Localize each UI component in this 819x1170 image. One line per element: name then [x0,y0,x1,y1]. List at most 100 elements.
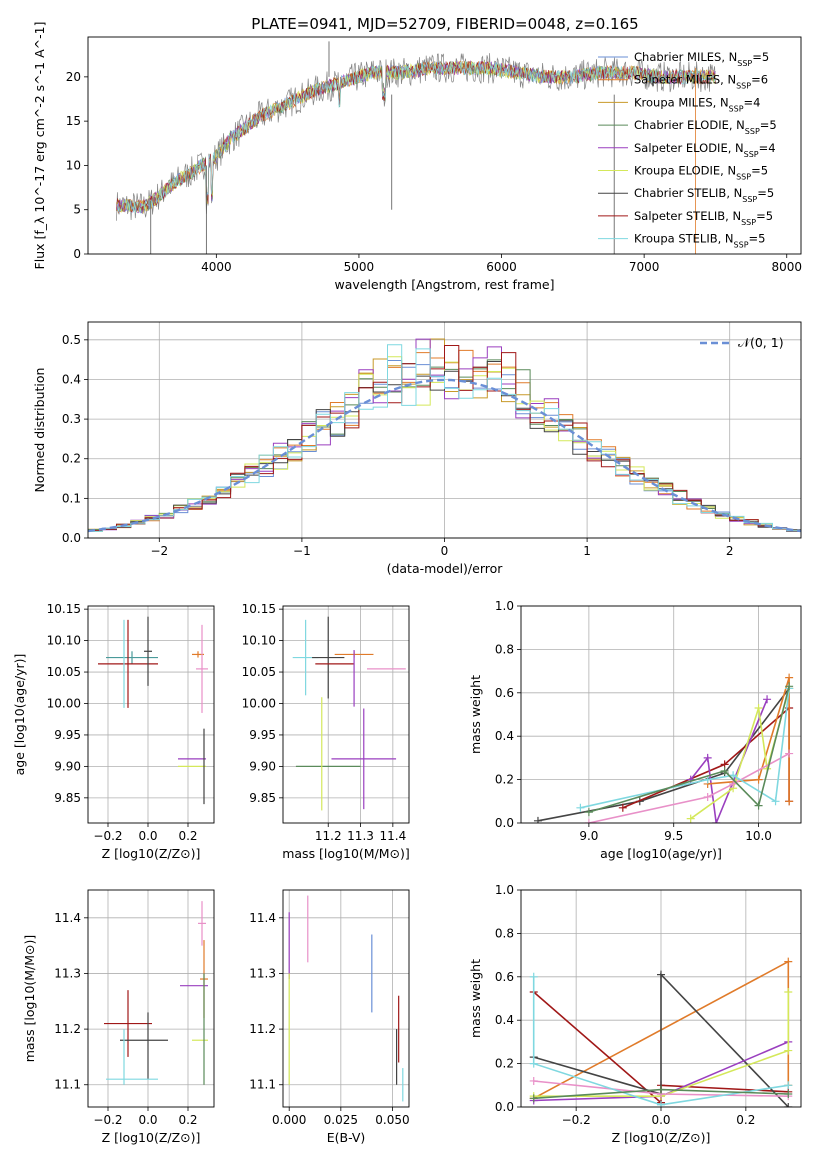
weight-vs-z-marker-7-2 [784,1089,793,1098]
legend-count: =5 [757,186,774,200]
weight-vs-age-marker-5-3 [785,749,794,758]
legend-subscript: SSP [745,127,760,136]
age-vs-mass-plot-area [292,616,406,811]
age-vs-z-ylabel: age [log10(age/yr)] [12,654,27,776]
weight-vs-age-marker-7-0 [584,808,593,817]
residuals-axes-frame [87,321,802,539]
mass-vs-ebv-xtick-label: 0.000 [272,1113,306,1127]
mass-vs-ebv-ytick-label: 11.2 [249,1022,276,1036]
legend-subscript: SSP [741,217,756,226]
legend-subscript: SSP [742,195,757,204]
weight-vs-z-ytick-label: 0.2 [495,1057,514,1071]
legend-count: =6 [751,73,768,87]
spectrum-axes-frame [87,36,802,255]
age-vs-z-ytick-label: 9.85 [54,791,81,805]
page-title: PLATE=0941, MJD=52709, FIBERID=0048, z=0… [251,15,638,33]
age-vs-mass-ytick-label: 9.95 [249,728,276,742]
weight-vs-age-marker-6-0 [576,803,585,812]
weight-vs-age-marker-2-2 [712,819,721,823]
mass-vs-ebv-xlabel: E(B-V) [327,1130,366,1145]
legend-count: =4 [759,141,776,155]
age-vs-z-panel: −0.2 0.0 0.2 9.85 9.90 9.95 10.00 10.05 10.10 10.… [12,602,215,861]
weight-vs-age-series-7 [588,686,790,813]
weight-vs-z-xtick-label: −0.2 [562,1113,591,1127]
residuals-ytick-label: 0.3 [62,412,81,426]
mass-vs-ebv-panel: 0.000 0.025 0.050 11.1 11.2 11.3 11.4 E(B-V) [249,889,410,1145]
age-vs-mass-axes-frame [282,605,410,824]
weight-vs-z-series-4 [533,992,790,1097]
legend-count: =5 [751,164,768,178]
legend-count: =4 [744,95,761,109]
weight-vs-z-marker-6-2 [657,1100,665,1107]
weight-vs-age-xtick-label: 9.0 [579,829,598,843]
residuals-xtick-label: −1 [293,544,311,558]
residuals-xtick-label: 1 [583,544,591,558]
residuals-ytick-label: 0.1 [62,491,81,505]
weight-vs-age-marker-4-0 [686,814,695,823]
weight-vs-age-marker-2-3 [763,695,772,704]
weight-vs-z-ytick-label: 0.8 [495,926,514,940]
age-vs-z-axes-frame [87,605,215,824]
mass-vs-ebv-axes-frame [282,889,410,1108]
legend-label-0: Chabrier MILES, NSSP=5 [634,50,769,68]
mass-vs-ebv-xtick-label: 0.025 [324,1113,358,1127]
weight-vs-z-axes-frame [520,889,802,1108]
age-vs-mass-ytick-label: 10.10 [242,634,276,648]
legend-label-5: Kroupa ELODIE, NSSP=5 [634,164,768,182]
weight-vs-z-ytick-label: 0.6 [495,970,514,984]
residuals-ytick-label: 0.2 [62,452,81,466]
spectrum-ylabel: Flux [f_λ 10^-17 erg cm^-2 s^-1 A^-1] [32,22,47,270]
age-vs-z-ytick-label: 9.90 [54,759,81,773]
weight-vs-age-series-6 [580,688,790,809]
weight-vs-age-marker-1-0 [618,803,627,812]
age-vs-z-plot-area [98,616,208,805]
weight-vs-z-marker-6-0 [529,972,538,981]
age-vs-mass-xtick-label: 11.3 [347,829,374,843]
mass-vs-z-ytick-label: 11.2 [54,1022,81,1036]
legend-label-2: Kroupa MILES, NSSP=4 [634,95,760,113]
age-vs-mass-xlabel: mass [log10(M/M⊙)] [282,846,410,861]
weight-vs-age-ytick-label: 0.4 [495,729,514,743]
weight-vs-age-marker-5-0 [584,819,593,823]
legend-label-4: Salpeter ELODIE, NSSP=4 [634,141,776,159]
residuals-panel: −2 −1 0 1 2 0.0 0.1 0.2 0.3 0.4 0.5 (data-model)/er… [32,321,802,576]
weight-vs-age-marker-4-2 [754,703,763,712]
weight-vs-age-xtick-label: 10.0 [745,829,772,843]
weight-vs-z-marker-6-3 [784,1081,793,1090]
gaussian-legend-label: 𝒩(0, 1) [738,335,784,350]
weight-vs-z-marker-7-1 [657,1085,665,1094]
weight-vs-age-marker-3-3 [785,797,794,806]
legend-label-1: Salpeter MILES, NSSP=6 [634,73,768,91]
legend-subscript: SSP [737,59,752,68]
mass-vs-ebv-ytick-label: 11.4 [249,911,276,925]
mass-vs-z-xtick-label: 0.0 [138,1113,157,1127]
weight-vs-z-series-2 [533,972,789,1107]
weight-vs-z-marker-5-0 [529,1076,538,1085]
age-vs-z-ytick-label: 9.95 [54,728,81,742]
spectrum-series-5 [116,60,716,213]
mass-vs-z-xlabel: Z [log10(Z/Z⊙)] [102,1130,201,1145]
weight-vs-z-marker-4-2 [784,1046,793,1055]
age-vs-z-ytick-label: 10.05 [47,665,81,679]
weight-vs-z-xlabel: Z [log10(Z/Z⊙)] [612,1130,711,1145]
age-vs-mass-ytick-label: 9.85 [249,791,276,805]
mass-vs-z-ytick-label: 11.3 [54,966,81,980]
mass-vs-z-ylabel: mass [log10(M/M⊙)] [22,935,37,1063]
weight-vs-z-marker-0-1 [784,957,793,966]
weight-vs-z-series-6 [532,976,789,1106]
spectrum-xtick-label: 8000 [771,260,802,274]
weight-vs-age-marker-7-2 [754,801,763,810]
weight-vs-z-marker-2-2 [657,970,665,979]
weight-vs-age-series-0 [537,688,790,822]
legend-subscript: SSP [729,104,744,113]
weight-vs-z-xtick-label: 0.2 [736,1113,755,1127]
age-vs-z-xtick-label: 0.2 [178,829,197,843]
weight-vs-age-marker-7-1 [720,766,729,775]
legend-label-6: Chabrier STELIB, NSSP=5 [634,186,774,204]
weight-vs-age-axes-frame [520,605,802,824]
mass-vs-z-axes-frame [87,889,215,1108]
age-vs-z-ytick-label: 10.00 [47,696,81,710]
legend-label-3: Chabrier ELODIE, NSSP=5 [634,118,777,136]
residuals-ytick-label: 0.5 [62,333,81,347]
